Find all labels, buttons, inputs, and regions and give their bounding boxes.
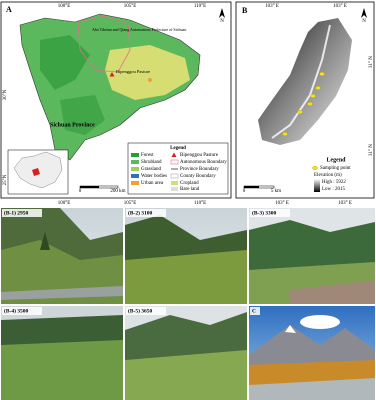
top-axis-label: 103° E [265,4,279,9]
photo [249,306,375,400]
bottom-axis-label: 100°E [58,201,71,206]
right-axis-label: 31° N [369,144,374,156]
scale-label: 0 [243,189,246,194]
photo-label: (B-3) 3300 [252,209,277,216]
bottom-axis-label: 110°E [194,201,206,206]
photos: (B-1) 2950 (B-2) 3100 (B-3) 3300 (B-4) 3… [1,208,375,400]
legend-item: Sampling point [320,166,351,171]
photo-label: (B-1) 2950 [4,209,29,216]
legend-title: Legend [170,146,186,151]
legend-item: Cropland [180,181,199,186]
left-axis-label: 30°N [3,89,8,100]
right-axis-label: 31° N [369,56,374,68]
legend-item: Bipenggou Pasture [180,153,219,158]
photo-label: (B-2) 3100 [128,209,153,216]
bottom-axis-label: 103° E [338,201,352,206]
north-label: N [362,19,366,24]
photo-label: C [252,308,256,314]
legend-item: Urban area [141,181,164,186]
legend-item: Water bodies [141,174,167,179]
legend-item: Forest [141,153,154,158]
scale-label: 5 km [271,189,281,194]
legend-item: Grassland [141,167,161,172]
legend-item: High : 5922 [322,180,346,185]
legend-item: County Boundary [180,174,216,179]
photo-label: (B-5) 3650 [128,307,153,314]
photo [125,208,247,304]
bottom-axis-label: 103° E [275,201,289,206]
legend-item: Bare land [180,187,200,192]
scale-label: 0 [79,189,82,194]
legend-item: Elevation (m) [314,173,342,178]
left-axis-label: 25°N [3,174,8,185]
legend-title: Legend [326,157,346,163]
top-axis-label: 100°E [58,4,71,9]
prefecture-label: Aba Tibetan and Qiang Autonomous Prefect… [92,27,186,32]
top-axis-label: 110°E [194,4,206,9]
province-label: Sichuan Province [50,122,95,128]
photo [249,208,375,304]
top-axis-label: 105°E [124,4,137,9]
panel-label: B [242,6,248,15]
legend-item: Autonomous Boundary [180,160,227,165]
bottom-axis-label: 105°E [124,201,137,206]
legend-item: Low : 2015 [322,187,346,192]
legend-item: Shrubland [141,160,162,165]
photo [125,306,247,400]
legend-item: Province Boundary [180,167,219,172]
north-label: N [220,19,224,24]
panel-label: A [6,5,12,14]
panel-b: B 103° E 103° E 103° E 103° E 31° N 31° … [235,1,375,206]
scale-label: 200 km [110,189,125,194]
photo-label: (B-4) 3500 [4,307,29,314]
panel-a: Aba Tibetan and Qiang Autonomous Prefect… [0,1,232,206]
top-axis-label: 103° E [333,4,347,9]
photo [1,208,123,304]
photo [1,306,123,400]
pasture-label: Bipenggou Pasture [116,69,150,74]
